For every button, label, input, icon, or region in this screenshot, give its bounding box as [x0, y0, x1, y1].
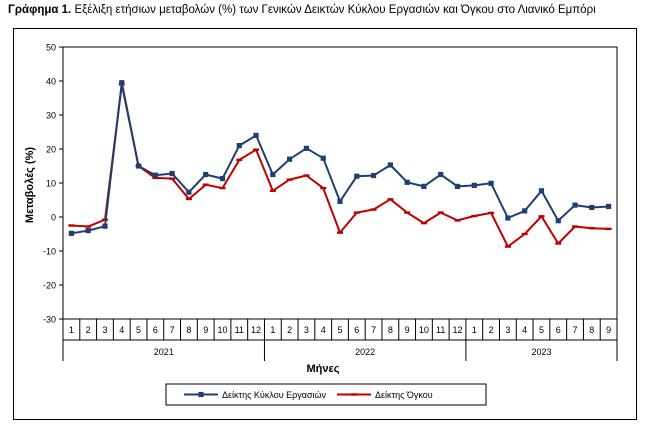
x-tick-label: 6: [556, 325, 561, 335]
x-tick-label: 7: [573, 325, 578, 335]
x-tick-label: 10: [217, 325, 227, 335]
x-tick-label: 2: [86, 325, 91, 335]
x-tick-label: 2: [489, 325, 494, 335]
data-point: [387, 162, 393, 168]
x-tick-label: 2: [287, 325, 292, 335]
x-tick-label: 8: [589, 325, 594, 335]
y-tick-label: -10: [43, 247, 56, 257]
data-point: [236, 143, 242, 149]
legend-label: Δείκτης Όγκου: [375, 390, 433, 400]
data-point: [589, 204, 595, 211]
data-point: [538, 188, 545, 194]
x-tick-label: 8: [388, 325, 393, 335]
data-point: [354, 173, 360, 179]
chart-frame: -30 -20 -10 0 10 20 30 40 50 1 2 3 4 5 6 7 8 9 10 11 12 1 2 3 4…: [13, 28, 637, 420]
x-axis: 1 2 3 4 5 6 7 8 9 10 11 12 1 2 3 4 5 6 7 8 9 10 11 12 1 2 3 4 5 6 7 8 92…: [62, 319, 618, 361]
x-tick-label: 4: [522, 325, 527, 335]
x-tick-label: 6: [354, 325, 359, 335]
x-tick-label: 11: [235, 325, 244, 335]
y-tick-label: 30: [46, 111, 56, 121]
data-point: [68, 230, 74, 236]
y-tick-label: 50: [46, 43, 56, 53]
data-point: [454, 183, 461, 189]
x-tick-label: 7: [170, 325, 175, 335]
x-tick-label: 3: [505, 325, 510, 335]
x-year-label: 2021: [154, 347, 174, 357]
figure-title: Γράφημα 1. Εξέλιξη ετήσιων μεταβολών (%)…: [8, 4, 596, 16]
series-line: [71, 83, 609, 248]
x-tick-label: 1: [472, 325, 477, 335]
data-point: [522, 208, 528, 214]
data-point: [303, 145, 310, 151]
data-point: [119, 80, 125, 86]
legend-marker: [198, 391, 204, 398]
series-turnover: [68, 80, 612, 236]
data-point: [135, 163, 142, 169]
x-tick-label: 12: [251, 325, 261, 335]
x-year-label: 2023: [531, 347, 551, 357]
data-point: [102, 223, 108, 229]
data-point: [320, 155, 326, 161]
y-tick-label: 0: [51, 213, 56, 223]
x-tick-label: 4: [321, 325, 326, 335]
data-point: [606, 203, 612, 210]
data-point: [287, 156, 293, 162]
plot-area: [62, 46, 618, 320]
x-tick-label: 12: [453, 325, 463, 335]
y-tick-label: 20: [46, 145, 56, 155]
series-volume: [68, 83, 612, 248]
x-tick-label: 3: [304, 325, 309, 335]
data-point: [203, 171, 209, 178]
x-tick-label: 7: [371, 325, 376, 335]
y-axis-label: Μεταβολές (%): [24, 147, 36, 223]
x-tick-label: 5: [337, 325, 342, 335]
y-tick-label: 10: [46, 179, 56, 189]
y-tick-label: -20: [43, 281, 56, 291]
legend-label: Δείκτης Κύκλου Εργασιών: [222, 390, 327, 400]
data-point: [186, 189, 192, 195]
data-point: [169, 170, 175, 177]
x-tick-label: 1: [270, 325, 275, 335]
x-tick-label: 9: [405, 325, 410, 335]
data-point: [253, 132, 259, 138]
x-tick-label: 5: [136, 325, 141, 335]
x-tick-label: 10: [419, 325, 429, 335]
data-point: [572, 202, 578, 208]
y-tick-label: 40: [46, 77, 56, 87]
data-point: [337, 198, 343, 204]
series-line: [71, 81, 609, 235]
x-year-label: 2022: [355, 347, 375, 357]
x-tick-label: 3: [102, 325, 107, 335]
data-point: [370, 172, 377, 179]
data-point: [488, 180, 494, 186]
x-axis-label: Μήνες: [307, 363, 340, 375]
data-point: [421, 183, 427, 189]
x-tick-label: 6: [153, 325, 158, 335]
data-point: [85, 228, 91, 234]
data-point: [219, 175, 226, 182]
series-layer: [68, 80, 612, 248]
y-axis: -30 -20 -10 0 10 20 30 40 50: [43, 43, 618, 325]
x-tick-label: 9: [203, 325, 208, 335]
data-point: [555, 218, 561, 224]
x-tick-label: 5: [539, 325, 544, 335]
x-tick-label: 4: [119, 325, 124, 335]
data-point: [270, 171, 276, 178]
legend: Δείκτης Κύκλου Εργασιών Δείκτης Όγκου: [165, 383, 487, 406]
data-point: [505, 215, 511, 221]
x-tick-label: 8: [186, 325, 191, 335]
x-tick-label: 9: [606, 325, 611, 335]
data-point: [471, 182, 477, 188]
legend-box: [165, 383, 487, 406]
x-tick-label: 1: [69, 325, 74, 335]
data-point: [438, 171, 444, 178]
data-point: [404, 179, 410, 185]
figure-title-text: Εξέλιξη ετήσιων μεταβολών (%) των Γενικώ…: [74, 4, 596, 16]
figure-title-prefix: Γράφημα 1.: [8, 4, 72, 16]
y-tick-label: -30: [43, 315, 56, 325]
x-tick-label: 11: [436, 325, 445, 335]
data-point: [152, 172, 158, 178]
